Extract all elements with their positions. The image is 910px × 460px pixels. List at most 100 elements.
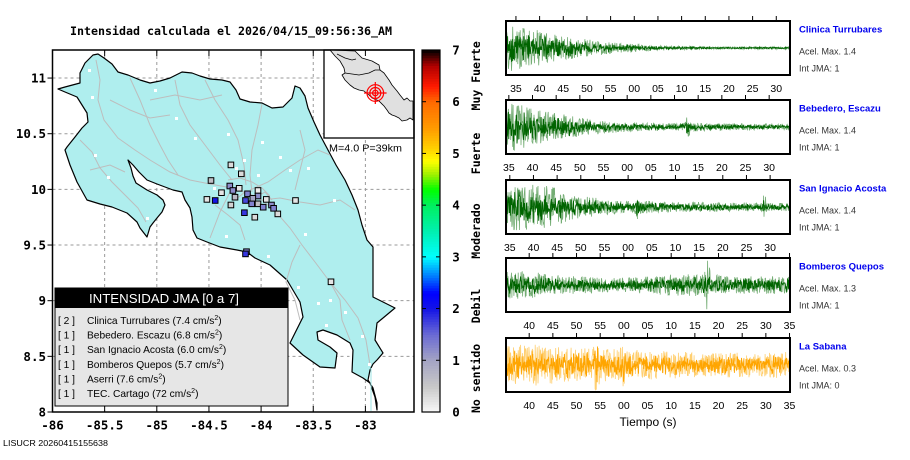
legend-entry-close: ) (223, 345, 226, 356)
station-intensity-marker (292, 197, 299, 204)
station-max-acceleration: Acel. Max. 1.3 (799, 284, 856, 294)
legend-entry: Aserri (7.6 cm/s2) (87, 373, 166, 385)
colorbar-swatch (422, 166, 440, 170)
colorbar-swatch (422, 316, 440, 320)
colorbar-swatch (422, 124, 440, 129)
colorbar-swatch (422, 106, 440, 110)
colorbar-swatch (422, 78, 440, 82)
legend-entry-intensity: [ 2 ] (58, 316, 75, 327)
colorbar-swatch (422, 119, 440, 123)
legend-entry-unit-exponent: 2 (214, 315, 218, 322)
colorbar-tick-label: 2 (452, 301, 460, 316)
road (89, 164, 126, 173)
colorbar-swatch (422, 132, 440, 136)
station-intensity-marker (274, 210, 282, 218)
city-marker (146, 217, 149, 220)
colorbar-swatch (422, 321, 440, 325)
waveform-frame (505, 257, 791, 313)
colorbar-swatch (422, 68, 440, 72)
waveform-panel: 35 40 45 50 55 00 05 10 15 20 25 30 Clinica Turrubar… (505, 16, 882, 95)
time-tick-label: 55 (598, 162, 610, 174)
colorbar-swatch (422, 285, 440, 289)
city-marker (325, 324, 328, 327)
colorbar-swatch (422, 158, 440, 162)
colorbar-swatch (422, 409, 440, 413)
city-markers (88, 69, 371, 366)
colorbar-swatch (422, 156, 440, 160)
inset-magnitude-label: M=4.0 P=39km (329, 144, 402, 155)
legend-entry-close: ) (218, 316, 221, 327)
city-marker (279, 156, 282, 159)
intensity-category-label: Moderado (469, 203, 483, 258)
waveform-trace (505, 31, 791, 62)
colorbar-swatch (422, 225, 440, 229)
road (79, 139, 147, 223)
colorbar-swatch (422, 231, 440, 235)
road (95, 59, 251, 195)
colorbar-swatch (422, 96, 440, 100)
colorbar-swatch (422, 99, 440, 103)
legend-entry: Bomberos Quepos (5.7 cm/s2) (87, 359, 224, 371)
y-tick-label: 8 (38, 405, 46, 420)
colorbar-gradient (422, 50, 440, 413)
city-marker (368, 363, 371, 366)
colorbar-swatch (422, 259, 440, 263)
time-tick-label: 20 (716, 162, 728, 174)
colorbar-swatch (422, 205, 440, 209)
map-axes: -86 -85.5 -85 -84.5 -84 -83.5 -83 8 8.5 9 9.5 10 10.… (16, 50, 377, 433)
legend-entry-label: Bebedero. Escazu (6.8 cm/s (87, 331, 215, 342)
colorbar-swatch (422, 109, 440, 113)
city-marker (261, 141, 264, 144)
time-tick-label: 45 (557, 83, 569, 95)
legend-entry-close: ) (195, 389, 198, 400)
colorbar-swatch (422, 249, 440, 253)
waveform-frame (505, 20, 791, 76)
colorbar-swatch (422, 194, 440, 198)
colorbar-swatch (422, 233, 440, 237)
colorbar-swatch (422, 373, 440, 377)
colorbar-swatch (422, 370, 440, 374)
city-marker (235, 167, 238, 170)
colorbar-swatch (422, 308, 440, 312)
legend-entry-unit-exponent: 2 (217, 359, 221, 366)
station-name: Bomberos Quepos (799, 262, 884, 273)
city-marker (213, 187, 216, 190)
legend-entry: Bebedero. Escazu (6.8 cm/s2) (87, 330, 222, 342)
station-intensity-marker (238, 170, 245, 178)
city-marker (317, 302, 320, 305)
y-tick-label: 10 (31, 182, 46, 197)
legend-entry-label: Aserri (7.6 cm/s (87, 374, 158, 385)
station-intensity-marker (229, 187, 237, 194)
colorbar-swatch (422, 145, 440, 149)
colorbar-swatch (422, 83, 440, 87)
waveform-trace (505, 189, 791, 223)
legend-entry-intensity: [ 1 ] (58, 374, 75, 385)
colorbar-swatch (422, 62, 440, 67)
station-intensity-marker (211, 197, 219, 204)
city-marker (344, 311, 347, 314)
road (249, 149, 331, 191)
x-tick-label: -85.5 (86, 418, 124, 433)
waveform-panel: 40 45 50 55 00 05 10 15 20 25 30 35 La Sabana Acel. M… (505, 333, 856, 412)
time-tick-label: 10 (670, 242, 682, 254)
legend-entry-label: Bomberos Quepos (5.7 cm/s (87, 360, 217, 371)
station-name: Bebedero, Escazu (799, 104, 881, 115)
colorbar-swatch (422, 293, 440, 297)
colorbar-swatch (422, 88, 440, 92)
road (285, 244, 301, 321)
road (209, 187, 233, 239)
time-tick-label: 45 (547, 400, 559, 412)
time-tick-label: 20 (713, 320, 725, 332)
city-marker (243, 159, 246, 162)
colorbar-swatch (422, 383, 440, 387)
colorbar-swatch (422, 378, 440, 382)
waveform-trace (505, 111, 791, 144)
road (109, 99, 171, 119)
colorbar-swatch (422, 318, 440, 322)
city-marker (304, 233, 307, 236)
time-tick-label: 00 (622, 242, 634, 254)
colorbar-swatch (422, 264, 440, 268)
road (129, 77, 179, 176)
colorbar-swatch (422, 174, 440, 178)
